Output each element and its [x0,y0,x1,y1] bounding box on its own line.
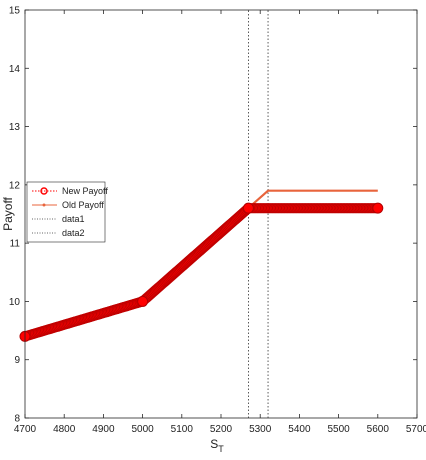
x-tick-label: 5500 [327,424,350,435]
y-tick-label: 14 [9,64,21,75]
new-payoff-point [242,202,254,214]
x-tick-label: 4700 [14,424,37,435]
legend-entry: New Payoff [32,186,108,196]
x-tick-label: 5200 [210,424,233,435]
legend-swatch-marker [40,187,48,195]
new-payoff-point [137,295,149,307]
legend-label: New Payoff [62,186,108,196]
legend-label: data1 [62,214,85,224]
x-axis-label: ST [210,437,224,454]
new-payoff-point [372,202,384,214]
series-new-payoff [19,202,384,342]
x-tick-label: 5400 [288,424,311,435]
legend-entry: Old Payoff [32,200,104,210]
y-tick-label: 11 [10,239,21,250]
legend-entry: data2 [32,228,85,238]
y-tick-label: 10 [9,297,21,308]
legend-swatch-marker [42,203,46,207]
y-tick-label: 13 [9,122,21,133]
y-tick-label: 8 [14,414,20,425]
y-tick-label: 12 [9,180,21,191]
y-tick-label: 9 [14,355,20,366]
legend-entry: data1 [32,214,85,224]
x-tick-label: 5100 [171,424,194,435]
x-axis-label-main: S [210,437,218,451]
x-tick-label: 5300 [249,424,272,435]
legend-label: Old Payoff [62,200,104,210]
legend: New Payoff Old Payoff data1 data2 [26,181,108,243]
x-axis-label-subscript: T [218,444,224,454]
y-tick-label: 15 [9,6,21,17]
x-tick-label: 5000 [131,424,154,435]
x-tick-label: 4800 [53,424,76,435]
x-tick-label: 5700 [406,424,426,435]
legend-label: data2 [62,228,85,238]
y-axis-label: Payoff [1,196,15,230]
x-tick-label: 5600 [367,424,390,435]
x-tick-label: 4900 [92,424,115,435]
legend-box [26,181,106,243]
